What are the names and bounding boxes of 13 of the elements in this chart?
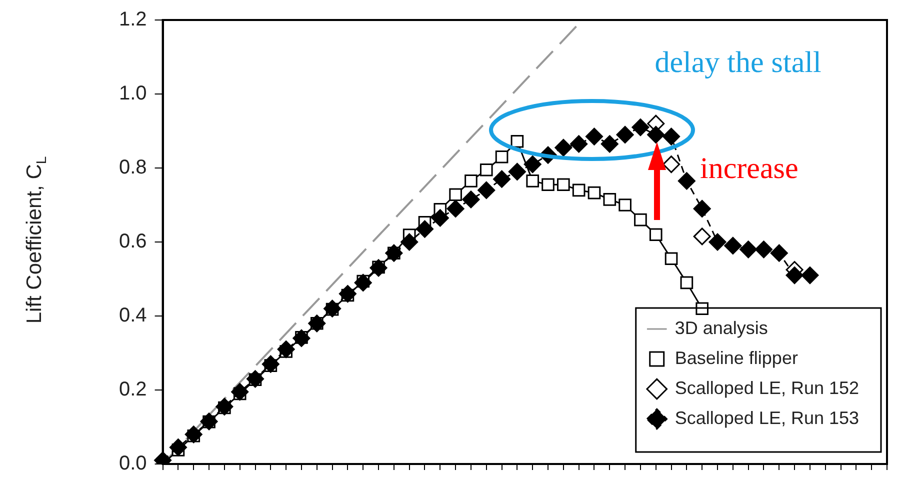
annotation: increase [700, 152, 798, 185]
legend-label: Scalloped LE, Run 153 [674, 408, 860, 428]
annotation: delay the stall [654, 46, 822, 79]
legend-label: Baseline flipper [674, 348, 798, 368]
legend-label: Scalloped LE, Run 152 [674, 378, 860, 398]
y-tick-label: 1.0 [118, 82, 147, 105]
y-tick-label: 1.2 [118, 8, 147, 31]
y-tick-label: 0.4 [118, 304, 147, 327]
y-tick-label: 0.8 [118, 156, 147, 179]
y-tick-label: 0.0 [118, 452, 147, 475]
y-tick-label: 0.2 [118, 378, 147, 401]
y-tick-label: 0.6 [118, 230, 147, 253]
legend-label: 3D analysis [674, 318, 768, 338]
